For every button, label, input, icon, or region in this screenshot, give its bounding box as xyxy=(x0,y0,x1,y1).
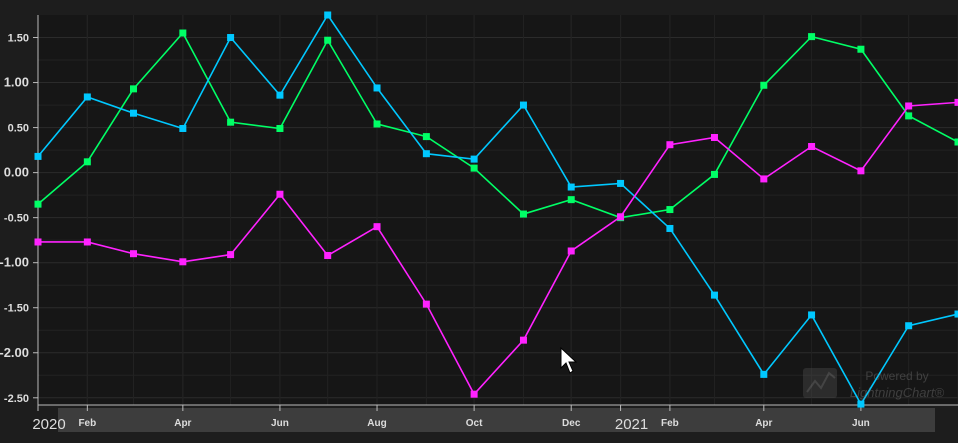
data-point[interactable] xyxy=(955,311,958,318)
y-tick-label: -0.50 xyxy=(4,213,29,225)
x-tick-label: Apr xyxy=(755,418,772,429)
data-point[interactable] xyxy=(568,184,575,191)
data-point[interactable] xyxy=(227,119,234,126)
data-point[interactable] xyxy=(760,175,767,182)
data-point[interactable] xyxy=(324,12,331,19)
data-point[interactable] xyxy=(276,191,283,198)
data-point[interactable] xyxy=(905,322,912,329)
data-point[interactable] xyxy=(130,110,137,117)
y-tick-label: 0.00 xyxy=(4,165,29,180)
y-tick-label: 1.00 xyxy=(4,75,29,90)
data-point[interactable] xyxy=(857,401,864,408)
data-point[interactable] xyxy=(84,93,91,100)
y-tick-label: 0.50 xyxy=(8,123,29,135)
y-tick-label: -1.00 xyxy=(0,255,29,270)
x-tick-label: Dec xyxy=(562,418,581,429)
data-point[interactable] xyxy=(520,211,527,218)
data-point[interactable] xyxy=(374,84,381,91)
data-point[interactable] xyxy=(857,167,864,174)
data-point[interactable] xyxy=(568,247,575,254)
data-point[interactable] xyxy=(905,102,912,109)
data-point[interactable] xyxy=(617,180,624,187)
data-point[interactable] xyxy=(423,301,430,308)
x-tick-label: Oct xyxy=(466,418,483,429)
data-point[interactable] xyxy=(324,37,331,44)
data-point[interactable] xyxy=(423,133,430,140)
data-point[interactable] xyxy=(179,30,186,37)
x-tick-label: Feb xyxy=(661,418,679,429)
x-tick-label: Aug xyxy=(367,418,386,429)
y-tick-label: 1.50 xyxy=(8,33,29,45)
plot-area[interactable] xyxy=(38,15,958,405)
y-tick-label: -2.50 xyxy=(4,393,29,405)
data-point[interactable] xyxy=(760,82,767,89)
data-point[interactable] xyxy=(276,92,283,99)
data-point[interactable] xyxy=(711,171,718,178)
data-point[interactable] xyxy=(808,143,815,150)
x-tick-label: 2021 xyxy=(615,416,648,433)
data-point[interactable] xyxy=(666,141,673,148)
data-point[interactable] xyxy=(130,250,137,257)
data-point[interactable] xyxy=(227,34,234,41)
data-point[interactable] xyxy=(905,112,912,119)
x-tick-label: Apr xyxy=(174,418,191,429)
data-point[interactable] xyxy=(179,125,186,132)
data-point[interactable] xyxy=(276,125,283,132)
watermark-line2: LightningChart® xyxy=(850,385,945,400)
x-tick-label: Feb xyxy=(78,418,96,429)
data-point[interactable] xyxy=(520,337,527,344)
data-point[interactable] xyxy=(955,138,958,145)
data-point[interactable] xyxy=(84,158,91,165)
data-point[interactable] xyxy=(35,238,42,245)
data-point[interactable] xyxy=(808,33,815,40)
x-tick-label: 2020 xyxy=(32,416,65,433)
y-tick-label: -2.00 xyxy=(0,345,29,360)
watermark-line1: Powered by xyxy=(865,369,928,383)
data-point[interactable] xyxy=(374,223,381,230)
data-point[interactable] xyxy=(711,134,718,141)
data-point[interactable] xyxy=(520,102,527,109)
data-point[interactable] xyxy=(666,225,673,232)
data-point[interactable] xyxy=(130,85,137,92)
data-point[interactable] xyxy=(617,213,624,220)
x-tick-label: Jun xyxy=(271,418,289,429)
data-point[interactable] xyxy=(374,120,381,127)
data-point[interactable] xyxy=(324,252,331,259)
data-point[interactable] xyxy=(35,201,42,208)
data-point[interactable] xyxy=(955,99,958,106)
lightningchart-logo-icon xyxy=(803,368,837,398)
data-point[interactable] xyxy=(857,46,864,53)
data-point[interactable] xyxy=(471,391,478,398)
data-point[interactable] xyxy=(179,258,186,265)
data-point[interactable] xyxy=(568,196,575,203)
data-point[interactable] xyxy=(711,292,718,299)
data-point[interactable] xyxy=(84,238,91,245)
data-point[interactable] xyxy=(35,153,42,160)
y-tick-label: -1.50 xyxy=(4,303,29,315)
data-point[interactable] xyxy=(471,156,478,163)
data-point[interactable] xyxy=(471,165,478,172)
x-tick-label: Jun xyxy=(852,418,870,429)
data-point[interactable] xyxy=(423,150,430,157)
data-point[interactable] xyxy=(760,371,767,378)
data-point[interactable] xyxy=(666,206,673,213)
data-point[interactable] xyxy=(227,251,234,258)
data-point[interactable] xyxy=(808,311,815,318)
